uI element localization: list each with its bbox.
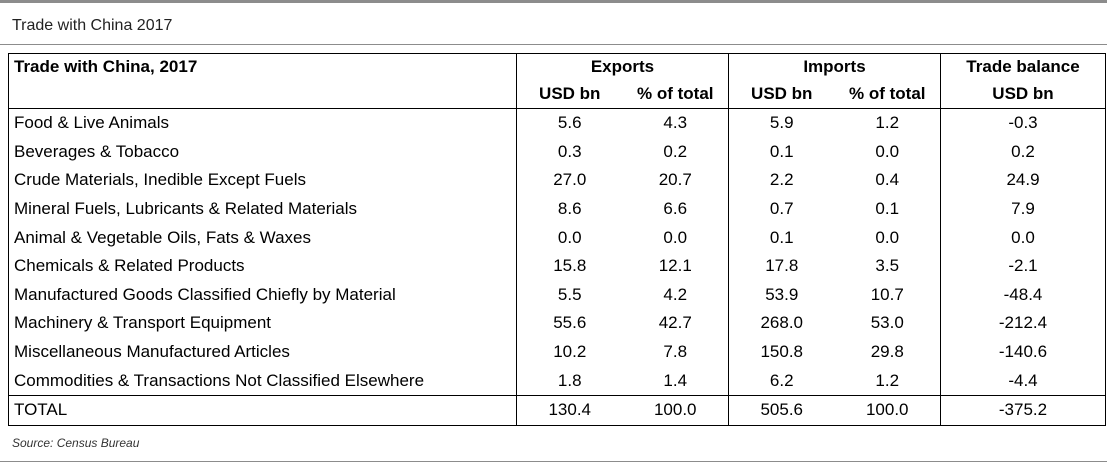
balance-cell: -0.3 — [940, 108, 1106, 138]
exports-usd-cell: 5.6 — [516, 108, 623, 138]
exports-pct-cell: 42.7 — [658, 313, 692, 333]
table-row: Chemicals & Related Products 15.8 12.1 1… — [9, 251, 1106, 281]
bottom-rule — [0, 461, 1107, 462]
table-row: Commodities & Transactions Not Classifie… — [9, 366, 1106, 396]
row-label: Machinery & Transport Equipment — [14, 313, 272, 333]
exports-usd-cell: 27.0 — [516, 166, 623, 195]
total-exports-pct: 100.0 — [622, 394, 729, 426]
balance-cell: 0.2 — [940, 137, 1106, 167]
row-label: Miscellaneous Manufactured Articles — [14, 342, 290, 362]
imports-group-header: Imports — [728, 53, 941, 80]
imports-usd-cell: 6.2 — [728, 366, 835, 396]
imports-usd-header: USD bn — [728, 80, 835, 109]
table-row: Beverages & Tobacco 0.3 0.2 0.1 0.0 0.2 — [9, 137, 1106, 167]
balance-cell: -140.6 — [940, 337, 1106, 367]
exports-usd-cell: 0.0 — [516, 223, 623, 252]
exports-group-header: Exports — [516, 53, 729, 80]
top-rule — [0, 0, 1107, 3]
imports-pct-cell: 1.2 — [875, 113, 900, 133]
balance-cell: -48.4 — [940, 280, 1106, 310]
balance-cell: 0.0 — [940, 223, 1106, 252]
row-label: Animal & Vegetable Oils, Fats & Waxes — [14, 227, 311, 247]
imports-pct-cell: 53.0 — [870, 313, 904, 333]
row-label: Chemicals & Related Products — [14, 256, 245, 276]
exports-usd-cell: 0.3 — [516, 137, 623, 167]
table-row: Manufactured Goods Classified Chiefly by… — [9, 280, 1106, 310]
imports-pct-cell: 0.1 — [875, 199, 900, 219]
table-row: Food & Live Animals 5.6 4.3 5.9 1.2 -0.3 — [9, 108, 1106, 138]
imports-usd-cell: 53.9 — [728, 280, 835, 310]
exports-pct-cell: 6.6 — [663, 199, 688, 219]
exports-pct-cell: 4.3 — [663, 113, 688, 133]
imports-usd-cell: 150.8 — [728, 337, 835, 367]
imports-usd-cell: 2.2 — [728, 166, 835, 195]
table-row: Animal & Vegetable Oils, Fats & Waxes 0.… — [9, 223, 1106, 252]
imports-pct-cell: 3.5 — [875, 256, 900, 276]
exports-usd-header: USD bn — [516, 80, 623, 109]
imports-usd-cell: 17.8 — [728, 251, 835, 281]
source-note: Source: Census Bureau — [12, 436, 140, 450]
total-balance: -375.2 — [940, 394, 1106, 426]
exports-pct-cell: 1.4 — [663, 370, 688, 390]
total-label: TOTAL — [8, 394, 517, 426]
total-imports-usd: 505.6 — [728, 394, 835, 426]
row-label: Manufactured Goods Classified Chiefly by… — [14, 284, 396, 304]
row-label: Food & Live Animals — [14, 113, 169, 133]
imports-pct-header: % of total — [834, 80, 941, 109]
balance-cell: -2.1 — [940, 251, 1106, 281]
imports-pct-cell: 29.8 — [870, 342, 904, 362]
balance-usd-header: USD bn — [940, 80, 1106, 109]
exports-pct-cell: 12.1 — [658, 256, 692, 276]
imports-usd-cell: 5.9 — [728, 108, 835, 138]
table-row: Mineral Fuels, Lubricants & Related Mate… — [9, 194, 1106, 224]
exports-usd-cell: 10.2 — [516, 337, 623, 367]
exports-usd-cell: 1.8 — [516, 366, 623, 396]
table-row: Miscellaneous Manufactured Articles 10.2… — [9, 337, 1106, 367]
exports-pct-cell: 0.0 — [663, 227, 688, 247]
exports-pct-cell: 0.2 — [663, 141, 688, 161]
exports-pct-header: % of total — [622, 80, 729, 109]
exports-pct-cell: 20.7 — [658, 170, 692, 190]
imports-pct-cell: 1.2 — [875, 370, 900, 390]
imports-pct-cell: 10.7 — [870, 284, 904, 304]
exports-usd-cell: 55.6 — [516, 309, 623, 338]
trade-table: Trade with China, 2017 Exports Imports T… — [8, 53, 1106, 426]
title-divider — [0, 44, 1107, 45]
imports-usd-cell: 0.1 — [728, 223, 835, 252]
imports-usd-cell: 268.0 — [728, 309, 835, 338]
exports-usd-cell: 5.5 — [516, 280, 623, 310]
row-label: Beverages & Tobacco — [14, 141, 180, 161]
exports-usd-cell: 8.6 — [516, 194, 623, 224]
total-row: TOTAL 130.4 100.0 505.6 100.0 -375.2 — [8, 394, 1106, 426]
balance-group-header: Trade balance — [940, 53, 1106, 80]
exports-usd-cell: 15.8 — [516, 251, 623, 281]
imports-usd-cell: 0.1 — [728, 137, 835, 167]
balance-cell: 24.9 — [940, 166, 1106, 195]
page-title: Trade with China 2017 — [12, 17, 173, 34]
subheader-empty — [8, 80, 517, 109]
table-row: Crude Materials, Inedible Except Fuels 2… — [9, 166, 1106, 195]
balance-cell: -212.4 — [940, 309, 1106, 338]
balance-cell: 7.9 — [940, 194, 1106, 224]
imports-pct-cell: 0.0 — [875, 227, 900, 247]
exports-pct-cell: 4.2 — [663, 284, 688, 304]
imports-pct-cell: 0.4 — [875, 170, 900, 190]
row-label: Mineral Fuels, Lubricants & Related Mate… — [14, 199, 357, 219]
row-label: Commodities & Transactions Not Classifie… — [14, 370, 425, 390]
total-imports-pct: 100.0 — [834, 394, 941, 426]
row-label: Crude Materials, Inedible Except Fuels — [14, 170, 306, 190]
imports-usd-cell: 0.7 — [728, 194, 835, 224]
table-header-label: Trade with China, 2017 — [14, 57, 198, 76]
exports-pct-cell: 7.8 — [663, 342, 688, 362]
balance-cell: -4.4 — [940, 366, 1106, 396]
imports-pct-cell: 0.0 — [875, 141, 900, 161]
table-row: Machinery & Transport Equipment 55.6 42.… — [9, 309, 1106, 338]
total-exports-usd: 130.4 — [516, 394, 623, 426]
